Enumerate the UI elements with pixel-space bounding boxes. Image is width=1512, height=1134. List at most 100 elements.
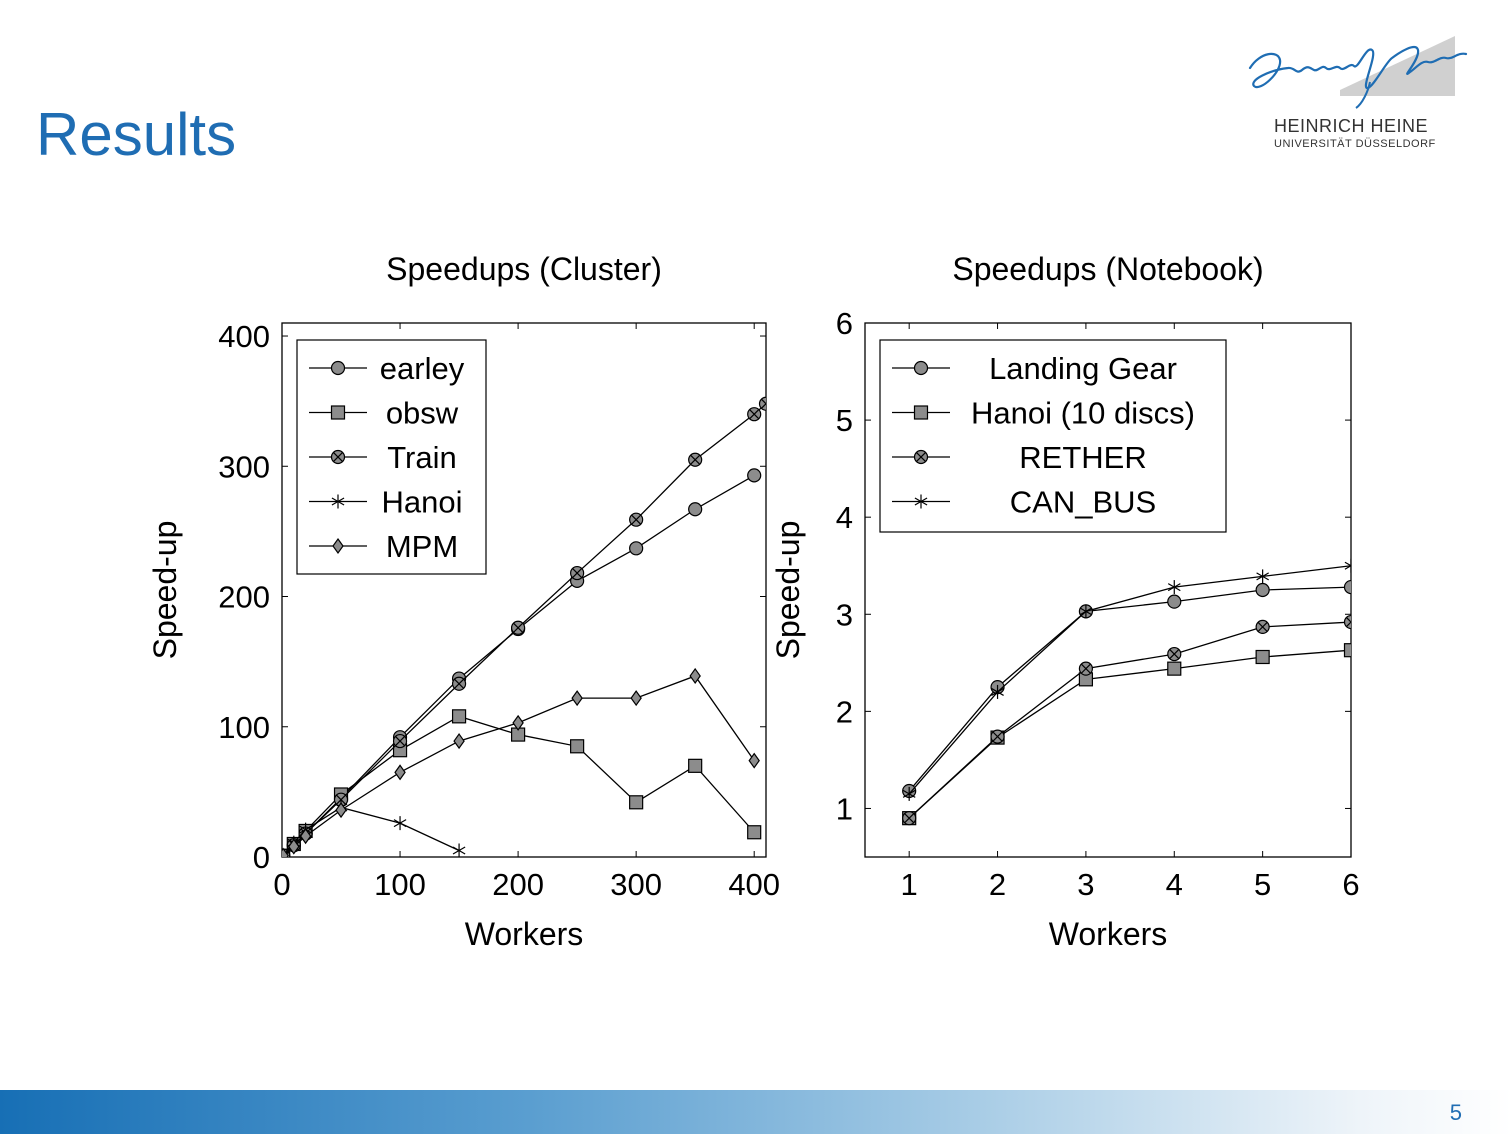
data-point	[902, 811, 917, 826]
data-point	[629, 541, 644, 556]
legend: earley obsw Train Hanoi MPM	[296, 339, 487, 575]
data-point	[512, 714, 524, 731]
data-point	[1167, 646, 1182, 662]
data-point-ray-2	[1256, 572, 1269, 581]
data-point	[747, 407, 762, 422]
data-point-shape	[1167, 594, 1182, 609]
data-point-ray-2	[902, 789, 916, 798]
legend-label: obsw	[386, 396, 459, 431]
data-point-cross-b	[1169, 649, 1180, 660]
data-point-cross-b	[631, 514, 642, 525]
legend-item: RETHER	[892, 440, 1147, 475]
y-tick-label: 100	[218, 710, 270, 745]
data-point-cross-b	[992, 731, 1003, 742]
data-point	[299, 828, 312, 845]
data-point-shape	[299, 828, 312, 845]
data-point	[288, 838, 300, 855]
data-point	[570, 565, 585, 581]
data-point	[452, 843, 466, 857]
data-point-shape	[451, 709, 467, 724]
data-point-cross-b	[572, 568, 583, 579]
data-point	[393, 816, 407, 831]
data-point-ray-1	[1344, 565, 1351, 570]
legend-item: Train	[309, 440, 457, 475]
data-point-cross-b	[513, 622, 524, 633]
data-point-ray-2	[452, 846, 466, 855]
slide-title: Results	[36, 101, 237, 168]
series-can-bus	[902, 558, 1351, 801]
data-point-shape	[571, 690, 583, 707]
legend-label: Hanoi	[382, 485, 463, 520]
data-point-shape	[629, 795, 644, 810]
y-tick-label: 400	[218, 319, 270, 354]
y-tick-label: 3	[836, 597, 853, 632]
data-point-shape	[512, 714, 524, 731]
data-point	[688, 758, 703, 773]
data-point	[688, 502, 703, 517]
x-tick-label: 2	[989, 867, 1006, 902]
data-point-cross-b	[904, 813, 915, 824]
data-point	[1167, 661, 1182, 676]
data-point-cross-b	[395, 736, 406, 747]
chart-2: Speedups (Notebook) 1 2 3 4 5 6 1 2 3 4 5 6 Workers Sp…	[770, 251, 1360, 952]
data-point	[1255, 649, 1270, 665]
signature-logo-icon	[1248, 36, 1468, 109]
footer-bar	[0, 1090, 1512, 1134]
data-point-shape	[630, 690, 642, 707]
data-point	[282, 847, 289, 857]
series-line	[908, 621, 1351, 819]
x-tick-label: 400	[728, 867, 780, 902]
data-point	[1343, 579, 1351, 595]
legend-label: MPM	[386, 529, 458, 564]
legend-marker-cross-b	[915, 451, 927, 463]
data-point	[689, 667, 701, 684]
legend-label: CAN_BUS	[1010, 485, 1156, 520]
data-point	[1343, 643, 1351, 658]
legend-item: Landing Gear	[892, 351, 1177, 386]
data-point-shape	[282, 847, 289, 857]
data-point-shape	[688, 758, 703, 773]
y-tick-label: 6	[836, 306, 853, 341]
y-axis-label: Speed-up	[770, 521, 806, 660]
data-point-shape	[453, 733, 465, 750]
university-logo: HEINRICH HEINE UNIVERSITÄT DÜSSELDORF	[1240, 20, 1480, 150]
data-point	[1256, 569, 1269, 584]
legend-marker-shape	[330, 405, 346, 420]
x-axis-label: Workers	[1049, 916, 1168, 952]
data-point	[1078, 661, 1094, 676]
x-axis-label: Workers	[465, 916, 584, 952]
plot-frame	[281, 322, 767, 858]
data-point-cross-b	[336, 794, 347, 805]
legend-marker	[330, 405, 346, 420]
series-mpm	[282, 667, 760, 857]
series-line	[908, 565, 1351, 795]
data-point	[571, 690, 583, 707]
data-point-cross-b	[690, 454, 701, 465]
y-tick-label: 0	[253, 840, 270, 875]
legend-item: MPM	[309, 529, 458, 564]
data-point-cross-b	[760, 402, 766, 409]
data-point-shape	[288, 838, 300, 855]
data-point	[1167, 580, 1181, 595]
chart-title: Speedups (Notebook)	[952, 251, 1263, 287]
legend-box	[879, 339, 1227, 533]
x-tick-label: 3	[1077, 867, 1094, 902]
plot-area	[902, 558, 1351, 826]
data-point-ray-2	[991, 687, 1004, 696]
data-point-shape	[748, 752, 760, 769]
series-landing-gear	[902, 579, 1351, 799]
data-point	[758, 396, 766, 411]
data-point-ray-2	[393, 819, 407, 828]
data-point	[688, 452, 703, 467]
x-tick-label: 0	[273, 867, 290, 902]
data-point-shape	[1255, 649, 1270, 665]
legend-marker-cross-b	[332, 451, 344, 463]
y-tick-label: 4	[836, 500, 853, 535]
data-point	[1167, 594, 1182, 609]
x-tick-label: 1	[901, 867, 918, 902]
data-point	[451, 709, 467, 724]
legend-marker	[332, 537, 344, 555]
data-point	[747, 468, 762, 483]
series-hanoi-10-discs-	[902, 643, 1351, 826]
